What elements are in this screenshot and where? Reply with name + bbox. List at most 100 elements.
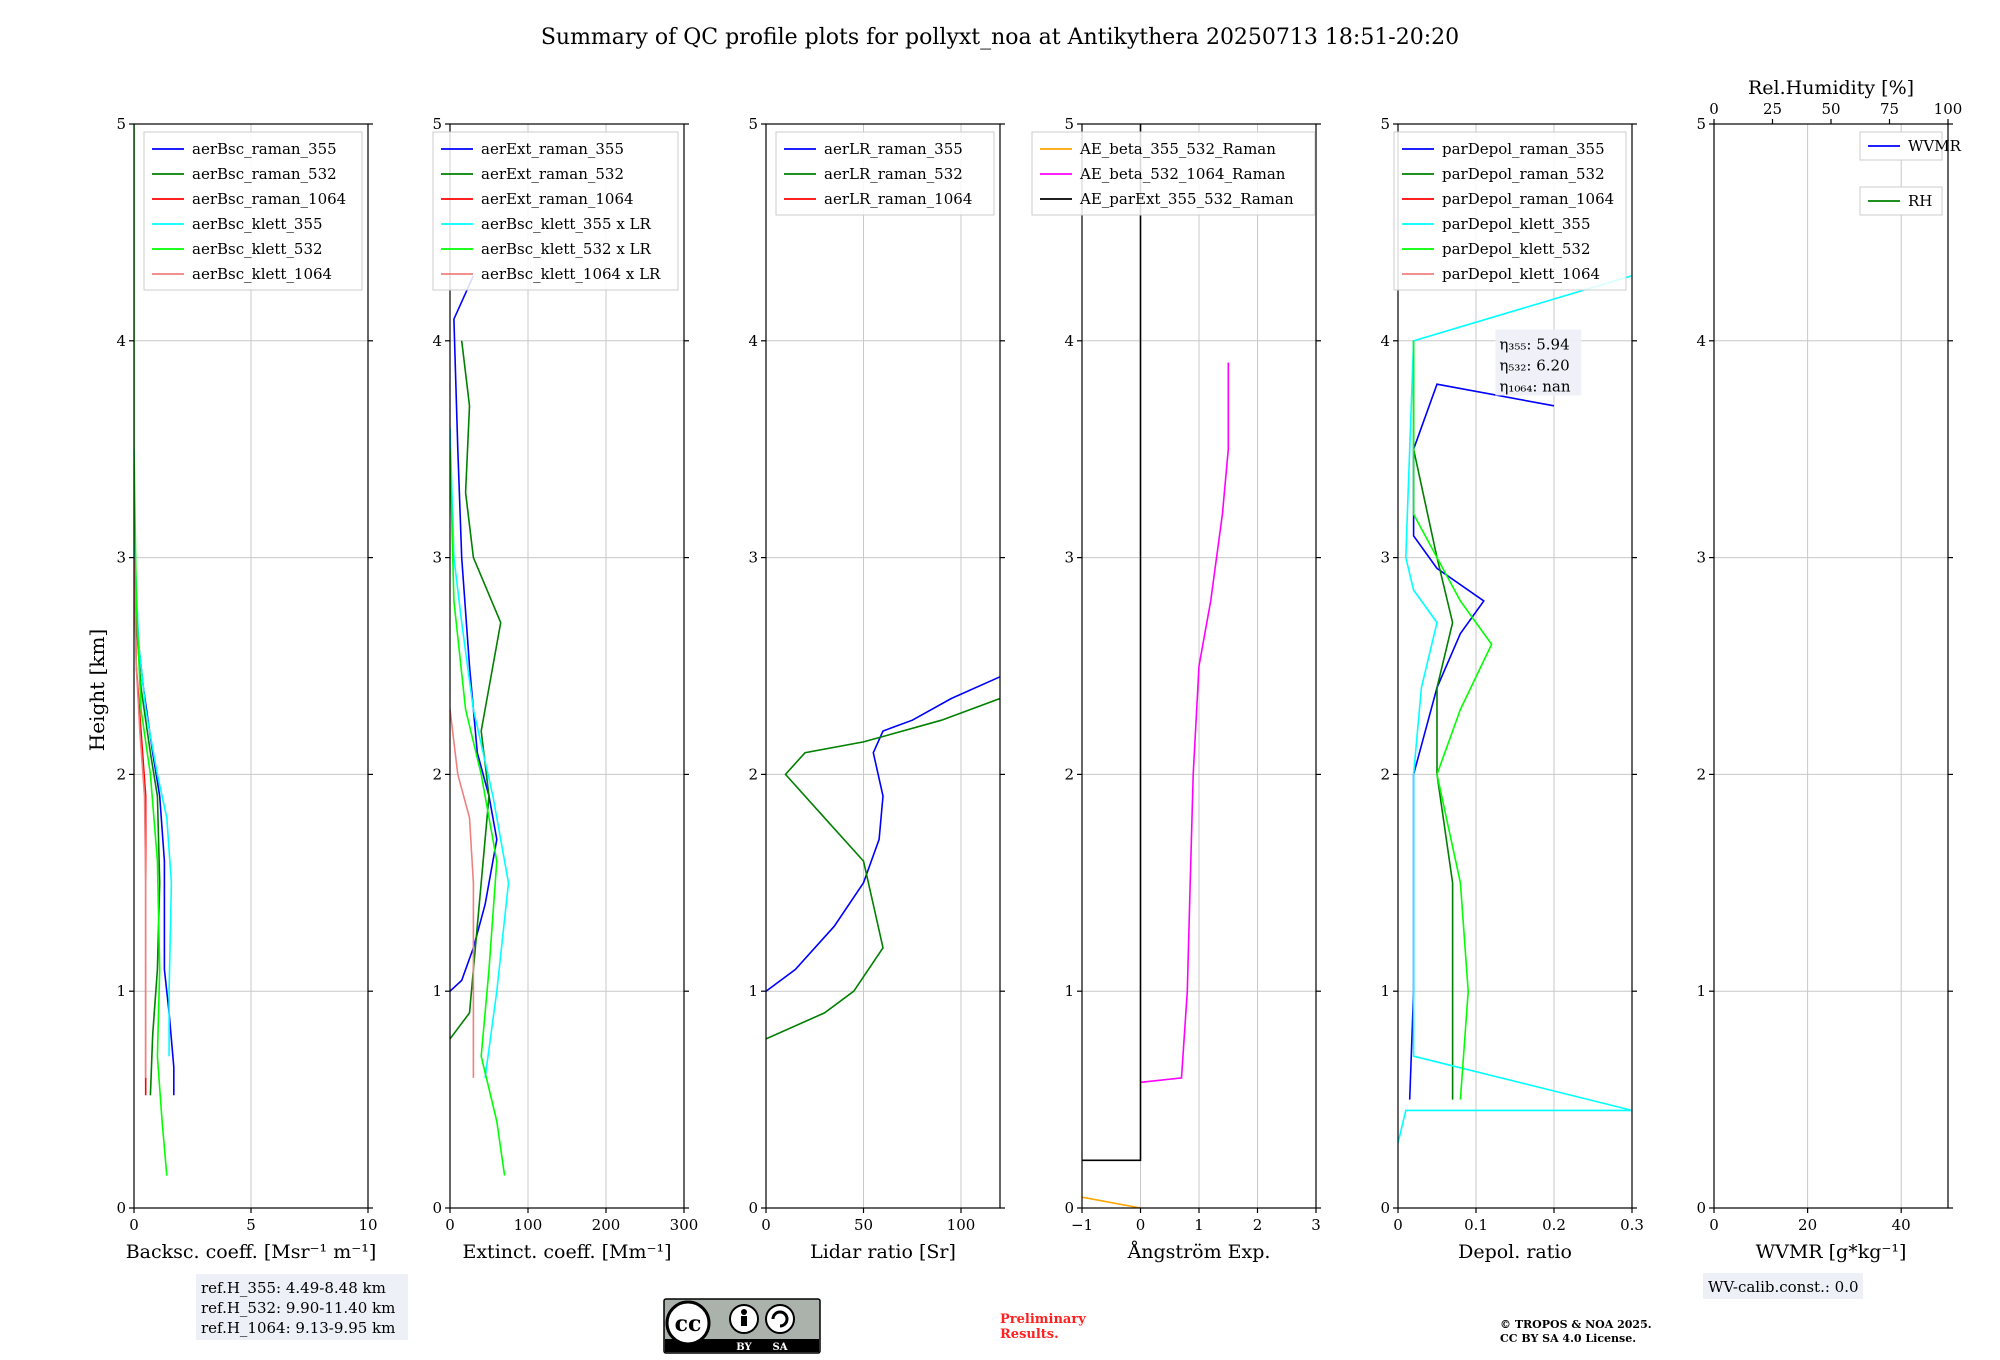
x-tick-label: 0 <box>129 1216 139 1234</box>
y-tick-label: 1 <box>116 982 126 1000</box>
y-tick-label: 0 <box>1064 1199 1074 1217</box>
x-axis-label: Depol. ratio <box>1458 1241 1572 1263</box>
wv-calib-text: WV-calib.const.: 0.0 <box>1708 1278 1859 1296</box>
y-tick-label: 4 <box>116 332 126 350</box>
cc-logo-icon <box>665 1300 711 1346</box>
legend-label-aerExt_raman_1064: aerExt_raman_1064 <box>481 190 634 208</box>
panel-frame <box>449 123 685 1209</box>
ref-height-1064: ref.H_1064: 9.13-9.95 km <box>201 1319 395 1337</box>
series-line-parDepol_raman_532 <box>1412 340 1454 1100</box>
x-tick-label: 40 <box>1892 1216 1911 1234</box>
y-tick-label: 1 <box>1380 982 1390 1000</box>
series-line-aerBsc_klett_355 <box>134 449 173 1057</box>
x-axis-label: WVMR [g*kg⁻¹] <box>1756 1241 1907 1263</box>
cc-sa-label: SA <box>773 1342 788 1353</box>
x-tick-label: 0 <box>1393 1216 1403 1234</box>
x-tick-label: 50 <box>854 1216 873 1234</box>
y-tick-label: 2 <box>1064 765 1074 783</box>
y-tick-label: 4 <box>1696 332 1706 350</box>
x-axis-label: Lidar ratio [Sr] <box>810 1241 956 1263</box>
legend-box <box>143 131 363 291</box>
legend-label-aerLR_raman_355: aerLR_raman_355 <box>824 140 963 158</box>
series-line-parDepol_raman_355 <box>1408 383 1555 1100</box>
legend-label-parDepol_klett_355: parDepol_klett_355 <box>1442 215 1591 233</box>
y-tick-label: 1 <box>748 982 758 1000</box>
legend-label-aerBsc_klett_1064 x LR: aerBsc_klett_1064 x LR <box>481 265 661 283</box>
series-group <box>766 676 1000 1040</box>
y-tick-label: 4 <box>1064 332 1074 350</box>
sa-arc <box>771 1310 789 1328</box>
panel-2: 0 1 2 3 4 5 0 100 200 300 Extinct. coeff. [Mm⁻¹] ae… <box>432 115 698 1263</box>
x2-tick-label: 50 <box>1821 100 1840 118</box>
y-tick-label: 3 <box>1380 549 1390 567</box>
y-tick-label: 3 <box>116 549 126 567</box>
y-tick-label: 5 <box>432 115 442 133</box>
y-tick-label: 1 <box>1064 982 1074 1000</box>
y-tick-label: 5 <box>116 115 126 133</box>
eta-annotation: η₁₀₆₄: nan <box>1499 377 1570 395</box>
y-tick-label: 3 <box>1064 549 1074 567</box>
y-tick-label: 3 <box>748 549 758 567</box>
panel-frame <box>1397 123 1633 1209</box>
x-tick-label: 0 <box>1709 1216 1719 1234</box>
panel-1: 0 1 2 3 4 5 0 5 10 Backsc. coeff. [Msr⁻¹ m⁻¹] aerB… <box>116 115 377 1263</box>
legend-label-parDepol_raman_1064: parDepol_raman_1064 <box>1442 190 1614 208</box>
y-tick-label: 2 <box>432 765 442 783</box>
legend-label-WVMR: WVMR <box>1908 137 1962 155</box>
y-tick-label: 5 <box>1380 115 1390 133</box>
legend-label-parDepol_raman_532: parDepol_raman_532 <box>1442 165 1605 183</box>
y-tick-label: 3 <box>1696 549 1706 567</box>
x2-tick-label: 0 <box>1709 100 1719 118</box>
copyright-line-2: CC BY SA 4.0 License. <box>1500 1332 1636 1345</box>
panel-5: 0 1 2 3 4 5 0 0.1 0.2 0.3 Depol. ratio parDepol_ram… <box>1380 115 1643 1263</box>
series-line-AE_beta_355_532_Raman <box>1082 1196 1141 1208</box>
series-group <box>1398 275 1632 1144</box>
legend-label-aerBsc_klett_532 x LR: aerBsc_klett_532 x LR <box>481 240 652 258</box>
series-line-aerExt_raman_355 <box>450 275 498 992</box>
series-line-AE_beta_532_1064_Raman <box>1140 362 1230 1084</box>
y-tick-label: 0 <box>1380 1199 1390 1217</box>
y-tick-label: 5 <box>748 115 758 133</box>
x-axis-label: Extinct. coeff. [Mm⁻¹] <box>462 1241 671 1263</box>
x-tick-label: 1 <box>1194 1216 1204 1234</box>
y-tick-label: 2 <box>1380 765 1390 783</box>
legend-label-aerBsc_raman_532: aerBsc_raman_532 <box>192 165 337 183</box>
legend-label-parDepol_klett_532: parDepol_klett_532 <box>1442 240 1591 258</box>
legend-label-aerBsc_klett_532: aerBsc_klett_532 <box>192 240 323 258</box>
x-axis-label: Ångström Exp. <box>1127 1241 1271 1263</box>
x-tick-label: 3 <box>1311 1216 1321 1234</box>
cc-logo-letters: cc <box>675 1311 702 1337</box>
copyright-line-1: © TROPOS & NOA 2025. <box>1500 1318 1652 1331</box>
y-tick-label: 1 <box>1696 982 1706 1000</box>
eta-annotation: η₃₅₅: 5.94 <box>1499 335 1569 353</box>
y-tick-label: 4 <box>1380 332 1390 350</box>
ref-height-532: ref.H_532: 9.90-11.40 km <box>201 1299 395 1317</box>
x-tick-label: 20 <box>1798 1216 1817 1234</box>
legend-label-aerBsc_klett_355: aerBsc_klett_355 <box>192 215 323 233</box>
x-tick-label: 2 <box>1253 1216 1263 1234</box>
series-line-aerBsc_klett_532 <box>134 124 168 1176</box>
panel-frame <box>1713 123 1949 1209</box>
eta-annotation: η₅₃₂: 6.20 <box>1499 356 1569 374</box>
series-line-aerBsc_klett_532 x LR <box>450 449 506 1176</box>
x-tick-label: 5 <box>246 1216 256 1234</box>
legend-label-aerExt_raman_532: aerExt_raman_532 <box>481 165 624 183</box>
y-tick-label: 5 <box>1064 115 1074 133</box>
y-tick-label: 4 <box>748 332 758 350</box>
sa-share-alike-icon <box>765 1304 795 1334</box>
series-group <box>134 124 175 1176</box>
cc-by-label: BY <box>736 1342 752 1353</box>
series-line-aerBsc_klett_1064 <box>134 557 147 1078</box>
y-tick-label: 1 <box>432 982 442 1000</box>
y-tick-label: 0 <box>748 1199 758 1217</box>
y-tick-label: 0 <box>1696 1199 1706 1217</box>
legend-label-aerLR_raman_1064: aerLR_raman_1064 <box>824 190 972 208</box>
legend-box <box>1393 131 1627 291</box>
legend-label-AE_beta_355_532_Raman: AE_beta_355_532_Raman <box>1079 140 1276 158</box>
cc-license-badge: cc BY SA <box>663 1298 821 1354</box>
preliminary-line-2: Results. <box>1000 1327 1059 1342</box>
y-tick-label: 2 <box>748 765 758 783</box>
